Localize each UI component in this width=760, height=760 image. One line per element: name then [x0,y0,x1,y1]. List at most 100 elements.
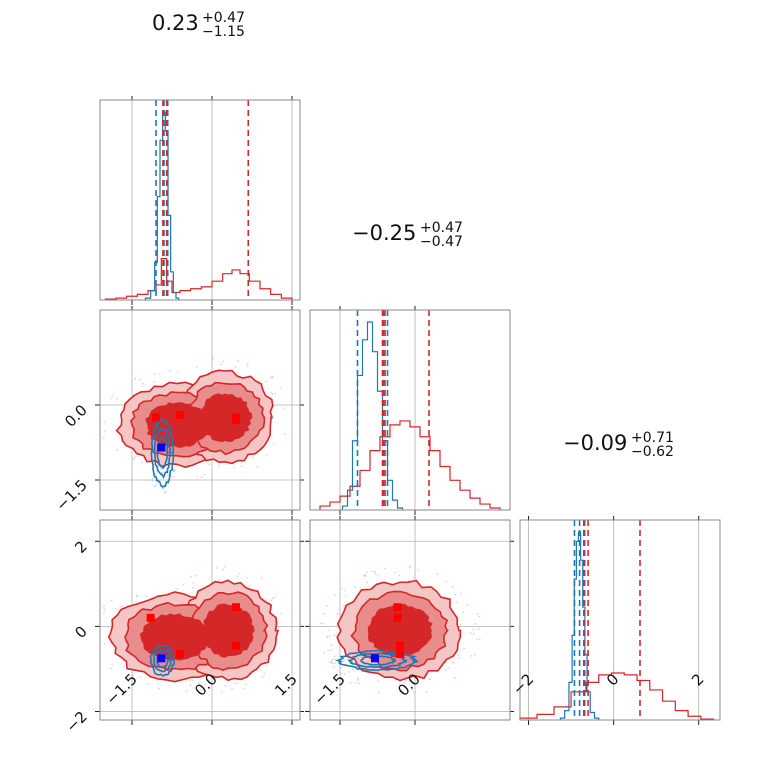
sample-red-1-103 [224,685,226,687]
sample-red-1-165 [263,672,266,675]
sample-red-1-171 [242,687,245,690]
sample-red-2-15 [355,681,357,684]
sample-red-2-96 [478,615,481,618]
sample-red-1-4 [103,642,106,645]
sample-red-1-65 [280,612,283,615]
sample-blue-0-23 [163,491,166,494]
sample-blue-0-64 [151,477,154,480]
sample-red-0-11 [246,365,249,367]
sample-red-1-144 [145,595,148,597]
sample-red-1-107 [274,596,276,598]
sample-red-2-99 [448,667,451,669]
sample-red-1-51 [215,566,218,569]
sample-red-2-115 [336,612,338,615]
sample-red-0-42 [141,461,144,464]
sample-red-0-205 [265,380,268,383]
sample-blue-2-58 [334,662,336,665]
sample-red-2-109 [343,673,346,676]
sample-red-0-159 [240,465,243,467]
point-red-2-3 [396,650,404,659]
sample-red-0-60 [158,373,161,376]
sample-red-0-120 [102,436,105,439]
sample-red-2-158 [333,666,335,668]
sample-red-2-117 [325,605,328,607]
title-0-median: 0.23 [152,11,199,35]
sample-red-1-12 [131,674,134,677]
sample-red-2-130 [376,575,379,577]
sample-red-1-69 [221,691,223,694]
sample-blue-0-48 [167,474,170,476]
title-2-median: −0.09 [563,431,627,455]
sample-red-1-118 [147,683,150,685]
title-1-plus: +0.47 [420,220,463,236]
title-0-plus: +0.47 [202,10,245,26]
sample-red-2-102 [340,588,343,590]
sample-red-1-85 [191,586,194,589]
sample-red-1-25 [192,581,195,584]
sample-red-1-34 [198,682,201,685]
sample-red-2-25 [322,622,325,625]
sample-red-1-180 [189,684,192,686]
sample-red-1-20 [110,667,112,670]
sample-red-1-197 [261,676,264,678]
sample-red-1-146 [197,681,200,684]
sample-red-1-154 [182,583,185,586]
sample-red-1-14 [103,604,105,607]
sample-red-2-138 [462,611,464,614]
sample-red-1-70 [189,678,192,681]
sample-red-2-114 [349,681,352,684]
y-tick-label-1-1: 0.0 [61,401,91,431]
sample-red-2-178 [466,604,469,607]
sample-red-1-89 [190,575,193,578]
sample-red-0-103 [212,357,214,360]
point-red-1-0 [146,613,155,622]
sample-red-1-57 [244,683,247,686]
sample-red-0-204 [142,382,145,385]
hist-blue-1 [341,321,404,510]
sample-red-1-31 [238,572,241,575]
sample-red-2-3 [436,572,439,575]
sample-red-2-1 [344,594,347,597]
sample-red-0-18 [134,455,137,458]
sample-red-2-149 [451,585,454,588]
sample-blue-0-61 [173,469,176,472]
contour-red-inner-0-1 [198,393,254,443]
sample-red-2-185 [327,629,330,632]
sample-red-2-142 [413,576,416,579]
sample-red-2-82 [473,653,476,656]
sample-red-0-211 [284,433,287,436]
sample-red-2-147 [333,634,336,637]
sample-red-2-176 [383,567,386,570]
title-2: −0.09 +0.71 −0.62 [563,430,674,460]
sample-red-0-84 [208,463,211,466]
sample-red-1-140 [110,599,113,602]
title-0: 0.23 +0.47 −1.15 [152,10,245,40]
sample-red-1-42 [102,612,105,615]
pair-content-2 [319,565,481,694]
sample-red-1-160 [103,608,106,611]
sample-red-2-36 [421,678,424,681]
sample-red-2-201 [326,635,329,638]
sample-red-2-183 [328,635,331,638]
sample-red-2-204 [377,691,380,694]
sample-red-1-185 [218,578,220,581]
title-1: −0.25 +0.47 −0.47 [352,220,463,250]
panel-bg-2-2 [520,520,720,720]
sample-red-0-166 [132,457,135,459]
sample-red-0-184 [115,397,118,400]
panel-frame-0-0 [99,99,301,301]
sample-blue-0-63 [160,471,163,474]
sample-red-2-164 [398,683,401,686]
sample-red-1-147 [256,669,259,672]
sample-red-2-112 [366,571,368,573]
sample-red-1-207 [223,565,226,568]
sample-red-2-94 [472,628,475,631]
sample-red-1-104 [185,689,188,692]
sample-red-2-32 [322,612,325,615]
sample-red-0-90 [169,369,171,372]
sample-red-2-127 [469,632,472,634]
sample-red-0-160 [103,430,106,433]
sample-red-0-27 [266,454,268,457]
sample-red-0-108 [134,377,137,380]
y-tick-label-2-1: 0 [71,622,90,641]
